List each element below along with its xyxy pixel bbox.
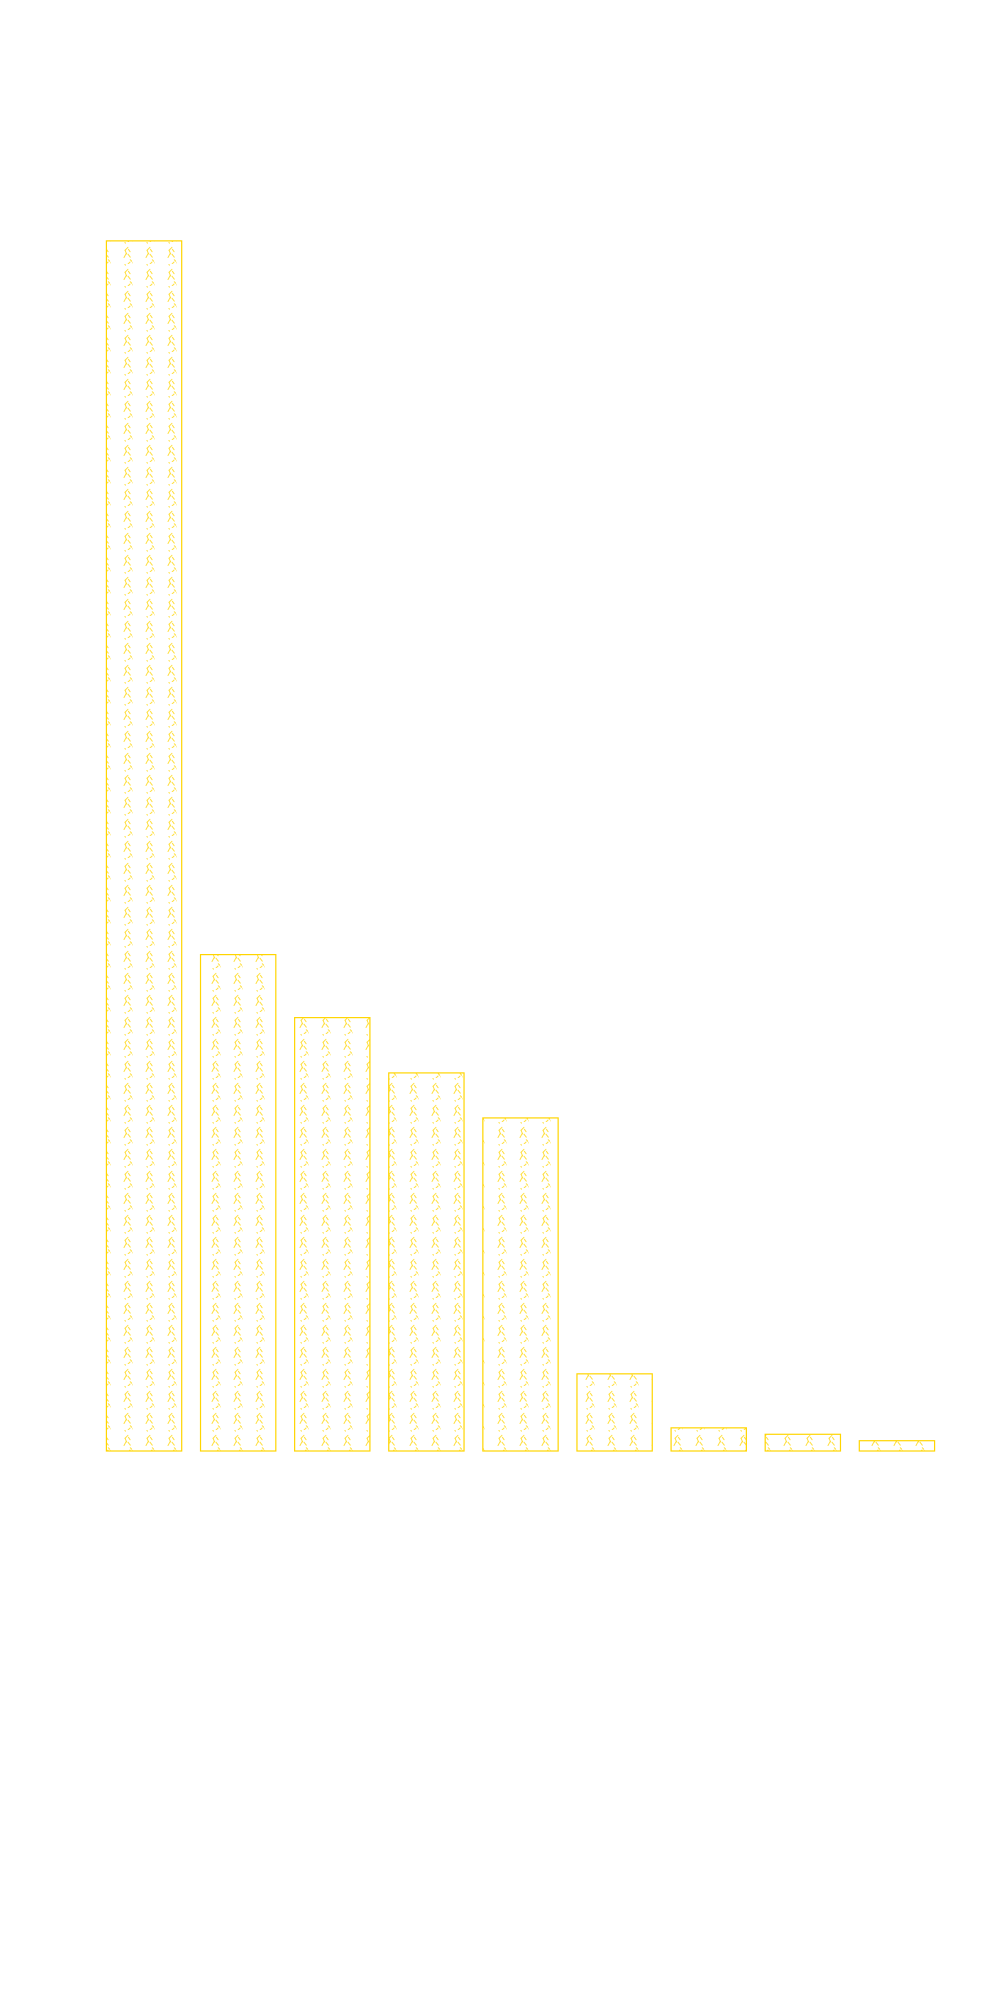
bar <box>482 1117 559 1452</box>
bar <box>576 1373 653 1452</box>
bar <box>388 1072 465 1452</box>
bar <box>199 954 277 1452</box>
bar <box>670 1427 747 1452</box>
bar <box>105 240 183 1452</box>
bar <box>294 1017 371 1452</box>
bar <box>764 1433 842 1452</box>
bar <box>858 1440 936 1452</box>
